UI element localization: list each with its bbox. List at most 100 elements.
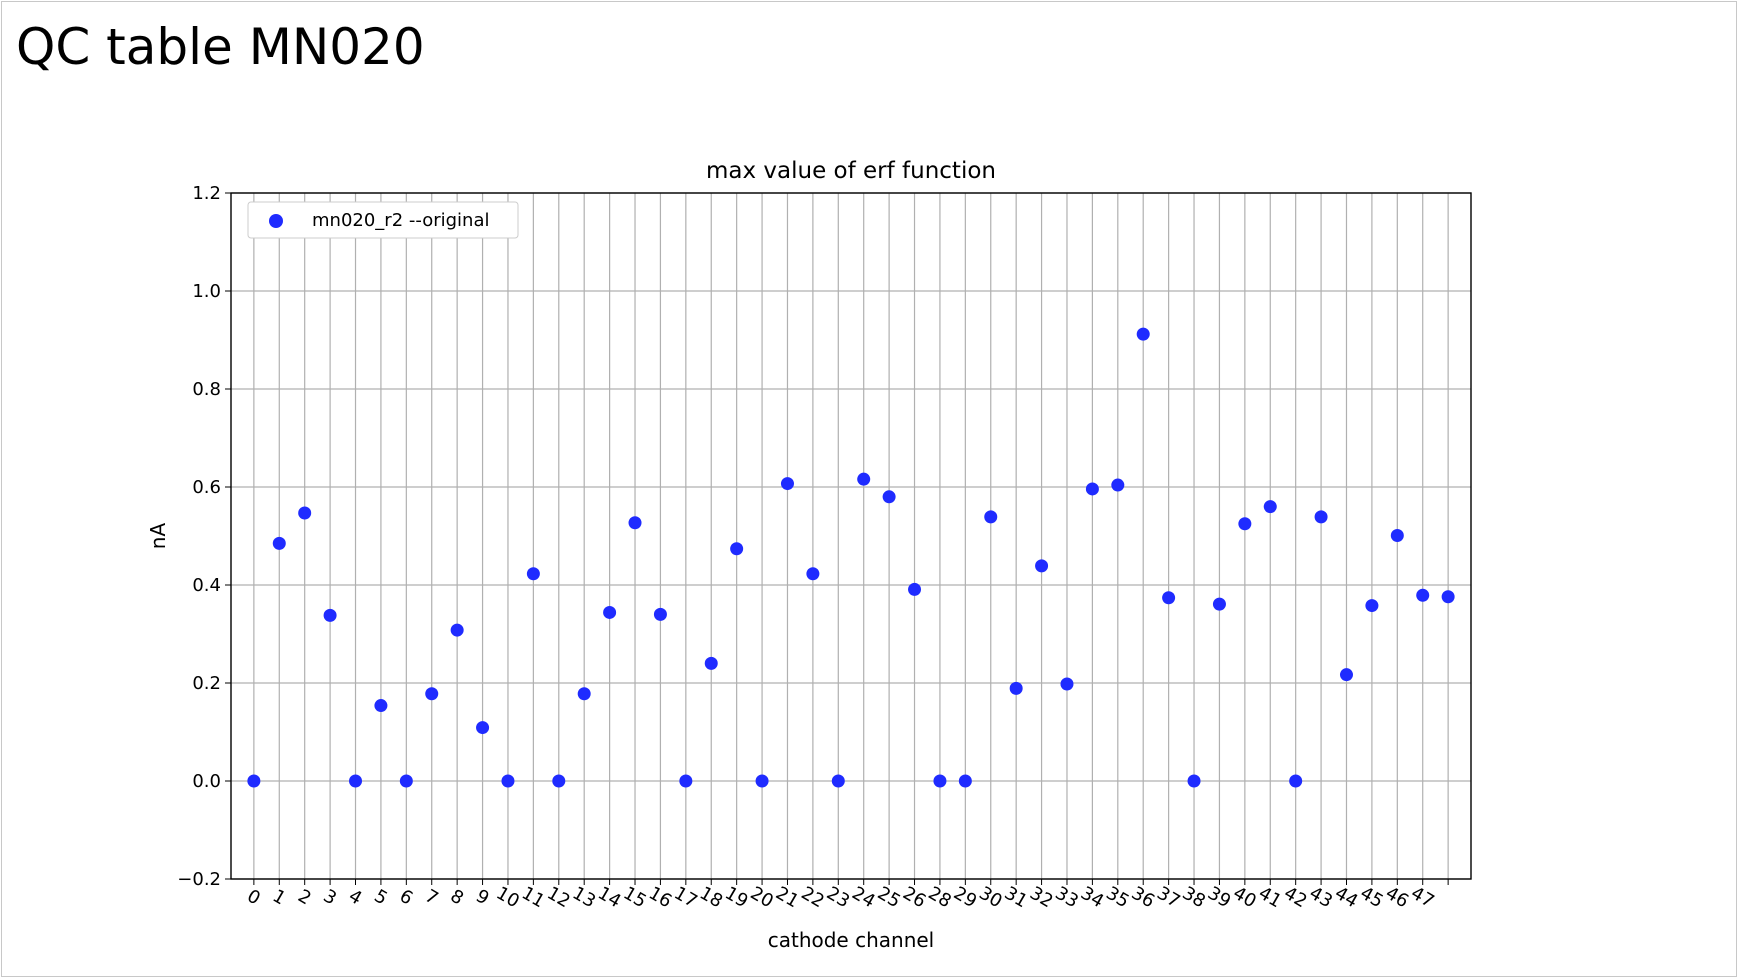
x-tick-label: 10 — [493, 883, 523, 913]
data-point — [1085, 482, 1099, 496]
x-tick-label: 19 — [721, 883, 751, 913]
y-tick-label: 0.8 — [192, 379, 221, 400]
x-tick-label: 38 — [1179, 883, 1209, 913]
x-tick-label: 5 — [370, 885, 390, 909]
data-point — [704, 656, 718, 670]
x-tick-label: 1 — [269, 885, 289, 909]
x-tick-label: 31 — [1001, 883, 1031, 913]
data-points — [247, 327, 1455, 788]
x-tick-label: 14 — [594, 883, 624, 913]
x-tick-label: 2 — [294, 885, 314, 909]
data-point — [298, 506, 312, 520]
legend-marker — [269, 214, 283, 228]
data-point — [730, 542, 744, 556]
x-tick-label: 24 — [848, 883, 878, 913]
data-point — [450, 623, 464, 637]
data-point — [831, 774, 845, 788]
x-axis: 0 1 2 3 4 5 6 7 8 9 101112131415161718192021222324… — [243, 879, 1449, 913]
data-point — [679, 774, 693, 788]
data-point — [1441, 590, 1455, 604]
data-point — [1416, 588, 1430, 602]
data-point — [984, 510, 998, 524]
x-tick-label: 43 — [1306, 883, 1336, 913]
x-tick-label: 32 — [1026, 883, 1056, 913]
x-tick-label: 36 — [1128, 883, 1158, 913]
x-tick-label: 0 — [243, 885, 263, 909]
y-tick-label: 1.0 — [192, 281, 221, 302]
x-tick-label: 33 — [1052, 883, 1082, 913]
data-point — [780, 477, 794, 491]
x-tick-label: 45 — [1356, 883, 1386, 913]
x-tick-label: 20 — [747, 883, 777, 913]
y-tick-label: −0.2 — [177, 869, 221, 890]
data-point — [857, 472, 871, 486]
x-tick-label: 7 — [421, 885, 441, 909]
x-axis-label: cathode channel — [768, 928, 935, 952]
legend-label: mn020_r2 --original — [312, 210, 489, 231]
data-point — [399, 774, 413, 788]
x-tick-label: 29 — [950, 883, 980, 913]
data-point — [933, 774, 947, 788]
x-tick-label: 8 — [447, 885, 467, 909]
x-tick-label: 26 — [899, 883, 929, 913]
x-tick-label: 17 — [670, 883, 700, 913]
x-tick-label: 34 — [1077, 883, 1107, 913]
data-point — [1314, 510, 1328, 524]
data-point — [1289, 774, 1303, 788]
x-tick-label: 23 — [823, 883, 853, 913]
data-point — [1365, 599, 1379, 613]
x-tick-label: 16 — [645, 883, 675, 913]
data-point — [1263, 500, 1277, 514]
data-point — [1187, 774, 1201, 788]
data-point — [908, 582, 922, 596]
x-tick-label: 15 — [620, 883, 650, 913]
y-tick-label: 0.4 — [192, 575, 221, 596]
data-point — [1162, 591, 1176, 605]
data-point — [1212, 597, 1226, 611]
data-point — [374, 699, 388, 713]
data-point — [958, 774, 972, 788]
x-tick-label: 28 — [925, 883, 955, 913]
x-tick-label: 11 — [518, 883, 548, 913]
data-point — [323, 608, 337, 622]
plot-area — [230, 192, 1472, 880]
x-tick-label: 6 — [396, 885, 416, 909]
grid — [231, 192, 1471, 880]
data-point — [882, 490, 896, 504]
x-tick-label: 18 — [696, 883, 726, 913]
data-point — [1060, 677, 1074, 691]
y-tick-label: 0.6 — [192, 477, 221, 498]
data-point — [1111, 478, 1125, 492]
x-tick-label: 30 — [975, 883, 1005, 913]
data-point — [425, 687, 439, 701]
data-point — [1339, 668, 1353, 682]
x-tick-label: 44 — [1331, 883, 1361, 913]
x-tick-label: 37 — [1153, 883, 1183, 913]
legend-box — [247, 201, 519, 239]
y-axis-label: nA — [146, 523, 170, 550]
x-tick-label: 40 — [1229, 883, 1259, 913]
y-tick-label: 0.2 — [192, 673, 221, 694]
x-tick-label: 39 — [1204, 883, 1234, 913]
legend: mn020_r2 --original — [247, 201, 519, 239]
data-point — [1009, 681, 1023, 695]
y-tick-label: 0.0 — [192, 771, 221, 792]
x-tick-label: 35 — [1102, 883, 1132, 913]
chart-title: max value of erf function — [706, 158, 996, 184]
x-tick-label: 41 — [1255, 883, 1285, 913]
x-tick-label: 22 — [797, 883, 827, 913]
data-point — [1035, 559, 1049, 573]
slide-title: QC table MN020 — [16, 18, 425, 76]
data-point — [1136, 327, 1150, 341]
data-point — [755, 774, 769, 788]
data-point — [603, 605, 617, 619]
data-point — [501, 774, 515, 788]
data-point — [349, 774, 363, 788]
x-tick-label: 12 — [543, 883, 573, 913]
x-tick-label: 3 — [320, 885, 340, 909]
data-point — [247, 774, 261, 788]
data-point — [272, 536, 286, 550]
data-point — [552, 774, 566, 788]
